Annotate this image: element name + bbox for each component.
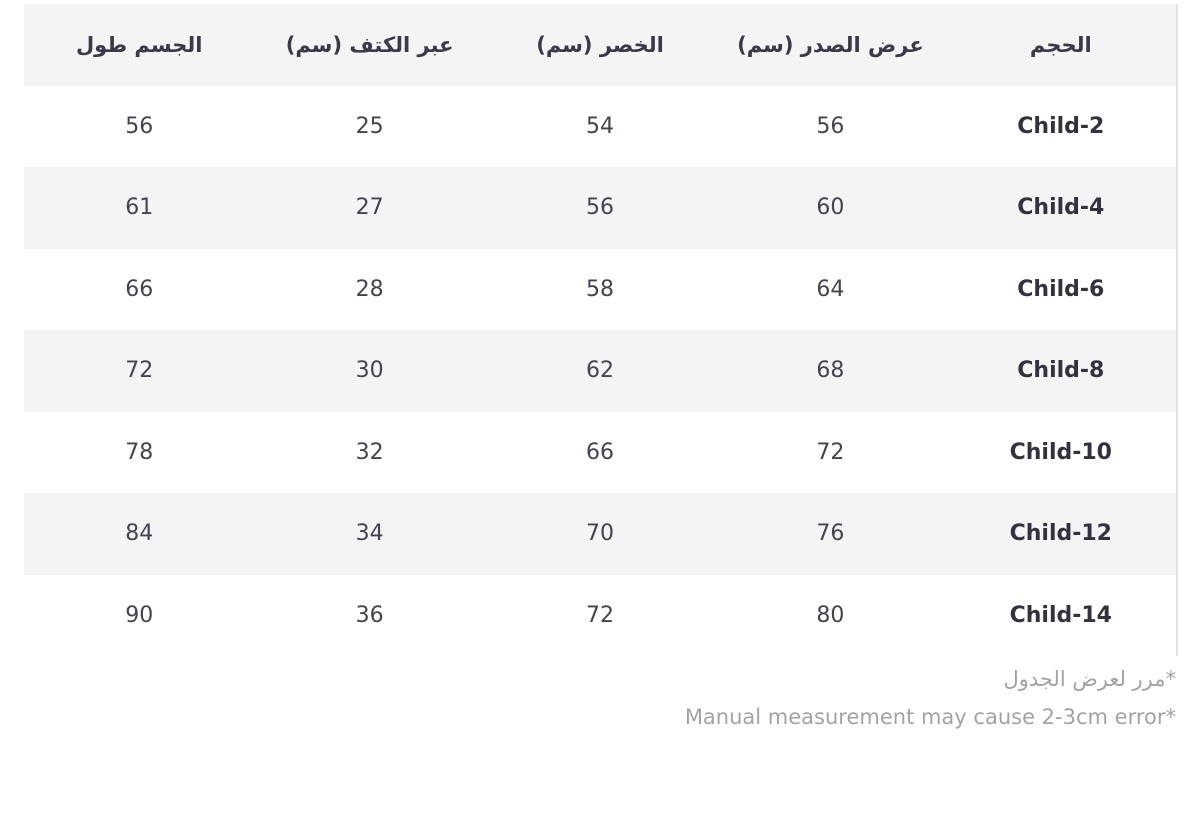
size-table: الحجم عرض الصدر (سم) الخصر (سم) عبر الكت… [24, 4, 1176, 656]
table-row: Child-12 76 70 34 84 [24, 493, 1176, 575]
table-row: Child-6 64 58 28 66 [24, 248, 1176, 330]
table-row: Child-8 68 62 30 72 [24, 330, 1176, 412]
length-cell: 56 [125, 113, 154, 139]
length-cell: 78 [125, 439, 154, 465]
shoulder-cell: 25 [355, 113, 384, 139]
scroll-hint-note: *مرر لعرض الجدول [1003, 667, 1176, 691]
table-row: Child-2 56 54 25 56 [24, 85, 1176, 167]
length-cell: 90 [125, 602, 154, 628]
waist-cell: 58 [586, 276, 615, 302]
size-cell: Child-2 [1017, 113, 1105, 139]
waist-cell: 70 [586, 521, 615, 547]
chest-cell: 56 [816, 113, 845, 139]
header-chest-width: عرض الصدر (سم) [737, 32, 924, 57]
shoulder-cell: 30 [355, 358, 384, 384]
header-waist: الخصر (سم) [536, 32, 664, 57]
chest-cell: 60 [816, 195, 845, 221]
length-cell: 61 [125, 195, 154, 221]
shoulder-cell: 36 [355, 602, 384, 628]
waist-cell: 66 [586, 439, 615, 465]
size-table-scroll-area[interactable]: الحجم عرض الصدر (سم) الخصر (سم) عبر الكت… [24, 4, 1176, 656]
shoulder-cell: 27 [355, 195, 384, 221]
waist-cell: 72 [586, 602, 615, 628]
measurement-error-note: Manual measurement may cause 2-3cm error… [684, 705, 1176, 729]
scroll-edge-divider [1176, 4, 1178, 656]
table-row: Child-10 72 66 32 78 [24, 411, 1176, 493]
size-cell: Child-10 [1009, 439, 1112, 465]
length-cell: 72 [125, 358, 154, 384]
header-size: الحجم [1029, 32, 1092, 57]
chest-cell: 80 [816, 602, 845, 628]
size-chart-container: الحجم عرض الصدر (سم) الخصر (سم) عبر الكت… [24, 4, 1182, 656]
table-notes: *مرر لعرض الجدول Manual measurement may … [476, 660, 1176, 736]
length-cell: 84 [125, 521, 154, 547]
table-header-row: الحجم عرض الصدر (سم) الخصر (سم) عبر الكت… [24, 4, 1176, 86]
header-shoulder: عبر الكتف (سم) [285, 32, 454, 57]
chest-cell: 64 [816, 276, 845, 302]
shoulder-cell: 34 [355, 521, 384, 547]
shoulder-cell: 28 [355, 276, 384, 302]
waist-cell: 62 [586, 358, 615, 384]
shoulder-cell: 32 [355, 439, 384, 465]
header-body-length: الجسم طول [75, 32, 203, 57]
waist-cell: 56 [586, 195, 615, 221]
size-cell: Child-4 [1017, 195, 1105, 221]
table-row: Child-4 60 56 27 61 [24, 167, 1176, 249]
size-cell: Child-14 [1009, 602, 1112, 628]
size-cell: Child-8 [1017, 358, 1105, 384]
chest-cell: 72 [816, 439, 845, 465]
chest-cell: 68 [816, 358, 845, 384]
waist-cell: 54 [586, 113, 615, 139]
size-cell: Child-6 [1017, 276, 1105, 302]
table-row: Child-14 80 72 36 90 [24, 574, 1176, 656]
size-cell: Child-12 [1009, 521, 1112, 547]
chest-cell: 76 [816, 521, 845, 547]
length-cell: 66 [125, 276, 154, 302]
